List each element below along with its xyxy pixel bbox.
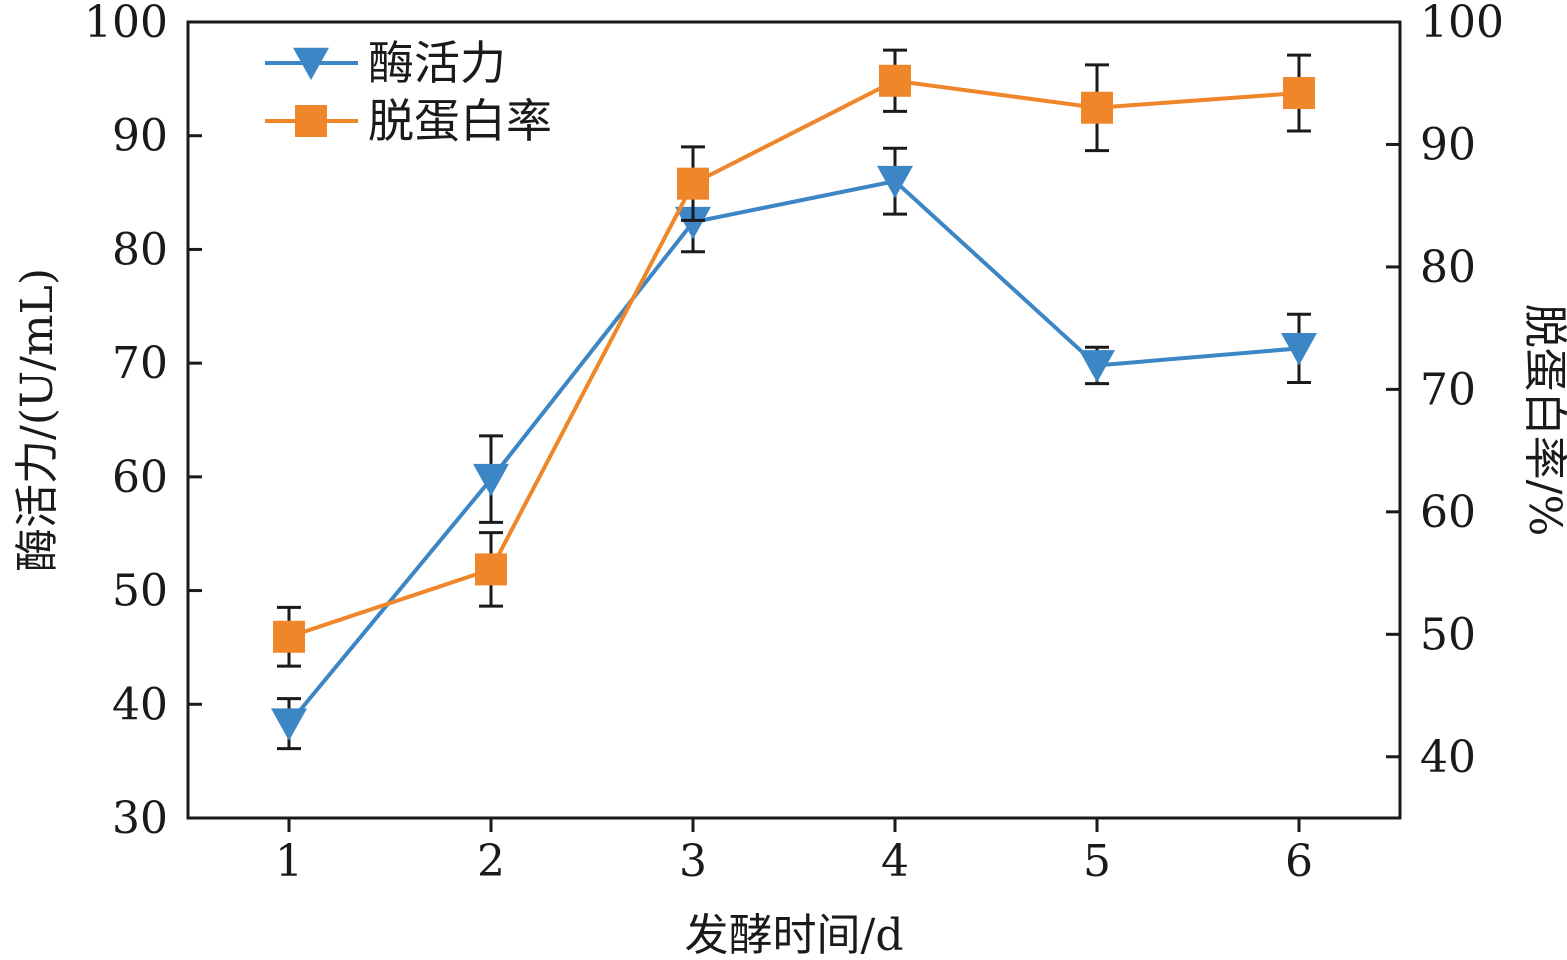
chart-marks (271, 48, 1317, 751)
y-right-tick-label: 50 (1420, 609, 1476, 660)
data-point-square (879, 64, 911, 97)
y-left-tick-label: 90 (112, 111, 168, 162)
y-right-tick-label: 80 (1420, 242, 1476, 293)
y-right-tick-label: 100 (1420, 0, 1504, 48)
x-tick-label: 6 (1285, 836, 1313, 887)
data-point-triangle (1281, 333, 1317, 366)
y-left-tick-label: 60 (112, 452, 168, 503)
legend-marker-triangle (293, 47, 329, 81)
y-right-tick-label: 70 (1420, 364, 1476, 415)
y-left-tick-label: 100 (84, 0, 168, 48)
y-left-tick-label: 80 (112, 224, 168, 275)
y-right-tick-label: 90 (1420, 119, 1476, 170)
data-point-triangle (271, 708, 307, 741)
series-line-1 (287, 179, 1300, 725)
data-point-square (1283, 77, 1315, 110)
data-point-square (475, 553, 507, 586)
data-point-square (677, 167, 709, 200)
x-tick-label: 2 (477, 836, 505, 887)
y-left-axis-title: 酶活力/(U/mL) (12, 268, 63, 572)
x-tick-label: 5 (1083, 836, 1111, 887)
data-point-triangle (1079, 350, 1115, 383)
y-left-tick-label: 70 (112, 338, 168, 389)
data-point-square (1081, 91, 1113, 124)
x-tick-label: 3 (679, 836, 707, 887)
series-line-2 (288, 78, 1300, 639)
data-point-triangle (675, 206, 711, 240)
y-left-tick-label: 40 (112, 679, 168, 730)
x-tick-label: 4 (881, 836, 909, 887)
axes: 1 2 3 4 5 6 30 40 50 60 70 80 90 100 40 50 60 70 80 90 100 (84, 0, 1504, 887)
plot-frame (186, 20, 1402, 820)
x-axis-title: 发酵时间/d (685, 910, 904, 960)
data-point-square (273, 620, 305, 653)
legend-label: 酶活力 (368, 36, 506, 90)
y-right-axis-title: 脱蛋白率/% (1519, 304, 1567, 537)
y-left-tick-label: 30 (112, 793, 168, 844)
data-point-triangle (877, 165, 913, 199)
data-point-triangle (473, 463, 509, 497)
y-left-tick-label: 50 (112, 566, 168, 617)
x-tick-label: 1 (275, 836, 303, 887)
legend-marker-square (295, 105, 327, 137)
y-right-tick-label: 40 (1420, 732, 1476, 783)
y-right-tick-label: 60 (1420, 487, 1476, 538)
legend-label: 脱蛋白率 (368, 94, 552, 148)
